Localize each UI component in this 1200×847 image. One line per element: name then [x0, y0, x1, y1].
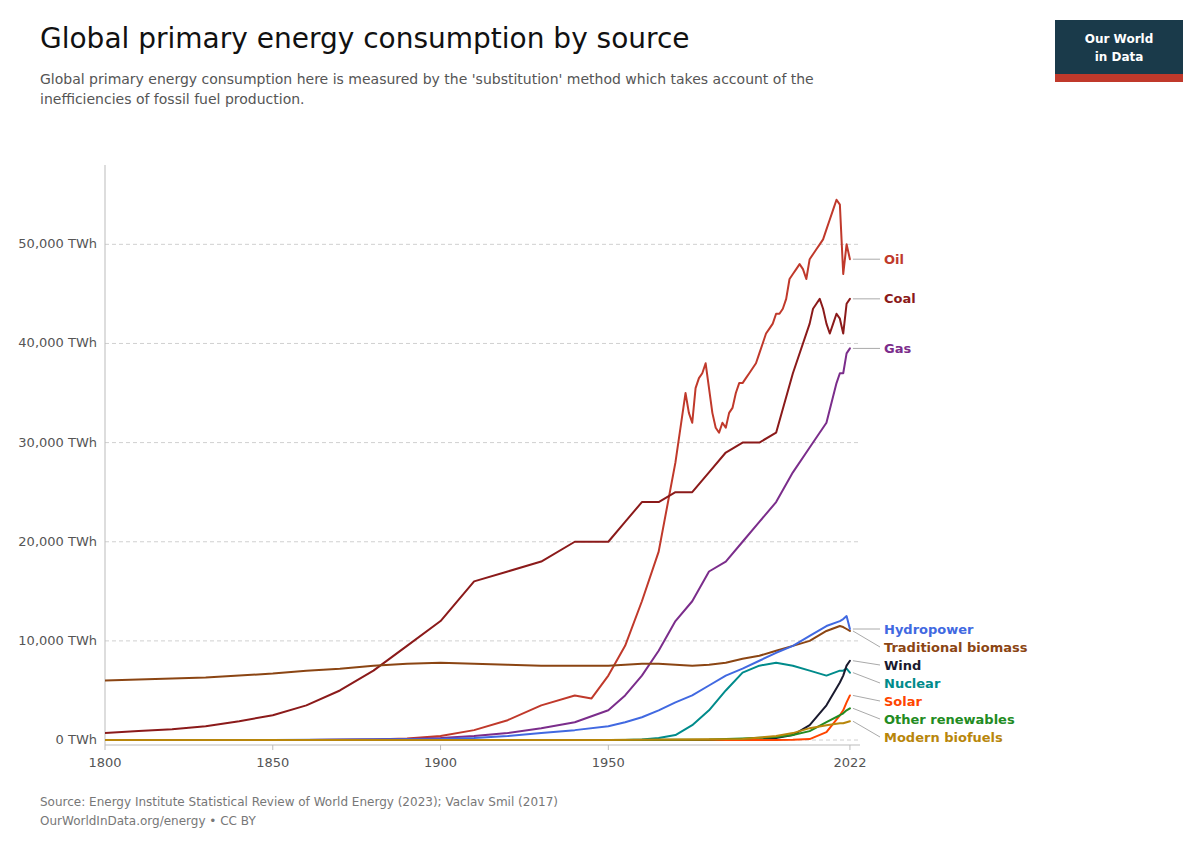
y-tick-label: 20,000 TWh: [18, 534, 97, 549]
grid-line: [105, 541, 860, 542]
x-tick: [608, 745, 609, 750]
legend-connector: [853, 673, 880, 683]
x-tick: [440, 745, 441, 750]
y-tick-label: 40,000 TWh: [18, 335, 97, 350]
legend-label: Modern biofuels: [884, 730, 1003, 745]
y-tick-label: 50,000 TWh: [18, 236, 97, 251]
legend-connector: [853, 259, 880, 260]
series-line: [105, 299, 850, 733]
legend-label: Solar: [884, 694, 923, 709]
series-line: [105, 348, 850, 740]
x-tick-label: 1850: [256, 755, 289, 770]
lines: [105, 200, 850, 740]
source-line: Source: Energy Institute Statistical Rev…: [40, 795, 558, 809]
series-line: [105, 616, 850, 740]
legend-label: Coal: [884, 291, 916, 306]
x-tick: [272, 745, 273, 750]
source: Source: Energy Institute Statistical Rev…: [40, 795, 558, 828]
grid-line: [105, 244, 860, 245]
x-tick-label: 1950: [592, 755, 625, 770]
x-tick-label: 1800: [88, 755, 121, 770]
legend-connector: [853, 629, 880, 630]
source-line: OurWorldInData.org/energy • CC BY: [40, 814, 256, 828]
series-line: [105, 200, 850, 740]
series-line: [105, 708, 850, 740]
legend-label: Other renewables: [884, 712, 1015, 727]
legend-label: Wind: [884, 658, 921, 673]
legend-connector: [853, 708, 880, 719]
legend: Oil Coal Gas Hydropower Traditional biomass W…: [853, 252, 1028, 745]
logo-text: in Data: [1095, 50, 1144, 64]
legend-connector: [853, 661, 880, 665]
legend-label: Traditional biomass: [884, 640, 1028, 655]
x-tick-label: 1900: [424, 755, 457, 770]
logo-text: Our World: [1085, 32, 1154, 46]
y-axis: 0 TWh 10,000 TWh 20,000 TWh 30,000 TWh 40,00…: [18, 165, 860, 747]
legend-label: Oil: [884, 252, 904, 267]
chart: Global primary energy consumption by sou…: [0, 0, 1200, 847]
y-axis-line: [105, 165, 106, 745]
subtitle-line: Global primary energy consumption here i…: [40, 71, 814, 87]
subtitle: Global primary energy consumption here i…: [40, 71, 814, 107]
legend-label: Hydropower: [884, 622, 974, 637]
logo: Our World in Data: [1055, 20, 1183, 82]
y-tick-label: 0 TWh: [56, 732, 97, 747]
title: Global primary energy consumption by sou…: [40, 22, 690, 55]
legend-connector: [853, 721, 880, 737]
grid-line: [105, 343, 860, 344]
legend-connector: [853, 348, 880, 349]
y-tick-label: 30,000 TWh: [18, 435, 97, 450]
series-line: [105, 695, 850, 740]
x-tick: [849, 745, 850, 750]
legend-label: Gas: [884, 341, 911, 356]
legend-label: Nuclear: [884, 676, 941, 691]
legend-connector: [853, 298, 880, 299]
legend-connector: [853, 695, 880, 701]
x-axis-line: [105, 745, 860, 746]
logo-box: [1055, 20, 1183, 82]
x-tick: [105, 745, 106, 750]
y-tick-label: 10,000 TWh: [18, 633, 97, 648]
series-line: [105, 663, 850, 740]
logo-bar: [1055, 74, 1183, 82]
series-line: [105, 661, 850, 740]
background: [0, 0, 1200, 847]
subtitle-line: inefficiencies of fossil fuel production…: [40, 91, 305, 107]
series-line: [105, 721, 850, 740]
x-axis: 1800 1850 1900 1950 2022: [88, 745, 866, 770]
legend-connector: [853, 631, 880, 647]
series-line: [105, 626, 850, 681]
grid-line: [105, 640, 860, 641]
x-tick-label: 2022: [833, 755, 866, 770]
